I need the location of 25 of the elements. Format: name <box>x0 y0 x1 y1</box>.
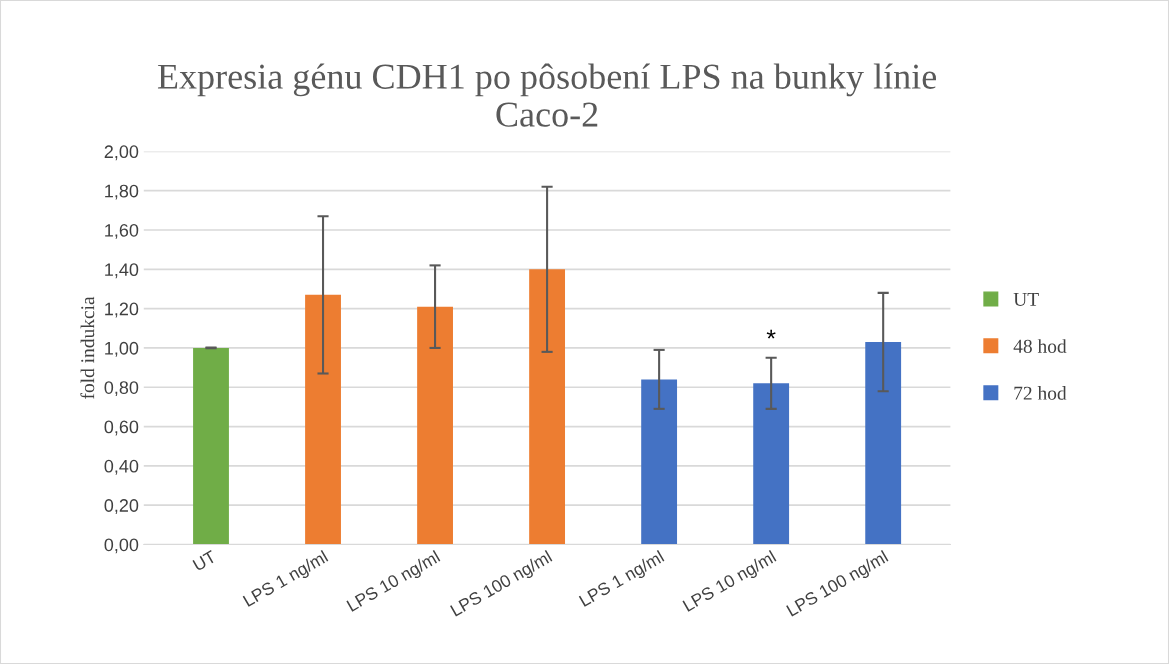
y-tick-label: 0,80 <box>104 381 139 397</box>
y-tick-label: 0,40 <box>104 459 139 475</box>
bar <box>417 306 453 545</box>
y-tick-label: 1,60 <box>105 223 139 239</box>
x-tick-label: UT <box>192 550 218 572</box>
y-tick-label: 1,00 <box>105 341 139 357</box>
data-label: * <box>766 329 776 339</box>
bar <box>305 294 341 545</box>
legend-label: 72 hod <box>1014 386 1067 400</box>
legend-label: UT <box>1013 293 1039 306</box>
y-tick-label: 0,00 <box>104 538 139 554</box>
y-tick-label: 1,80 <box>105 184 139 200</box>
legend-label: 48 hod <box>1013 339 1067 353</box>
bar <box>193 347 229 545</box>
y-tick-label: 1,40 <box>105 263 139 279</box>
chart-title: Expresia génu CDH1 po pôsobení LPS na bunky línie Caco-2 <box>157 63 936 127</box>
bar <box>753 383 790 545</box>
y-axis-title: fold indukcia <box>80 296 95 399</box>
y-tick-label: 0,20 <box>104 499 139 515</box>
y-tick-label: 0,60 <box>104 420 139 436</box>
bar <box>529 269 566 545</box>
bar <box>865 342 902 545</box>
bar <box>641 379 678 545</box>
y-tick-label: 1,20 <box>105 302 139 318</box>
y-tick-label: 2,00 <box>104 145 139 161</box>
